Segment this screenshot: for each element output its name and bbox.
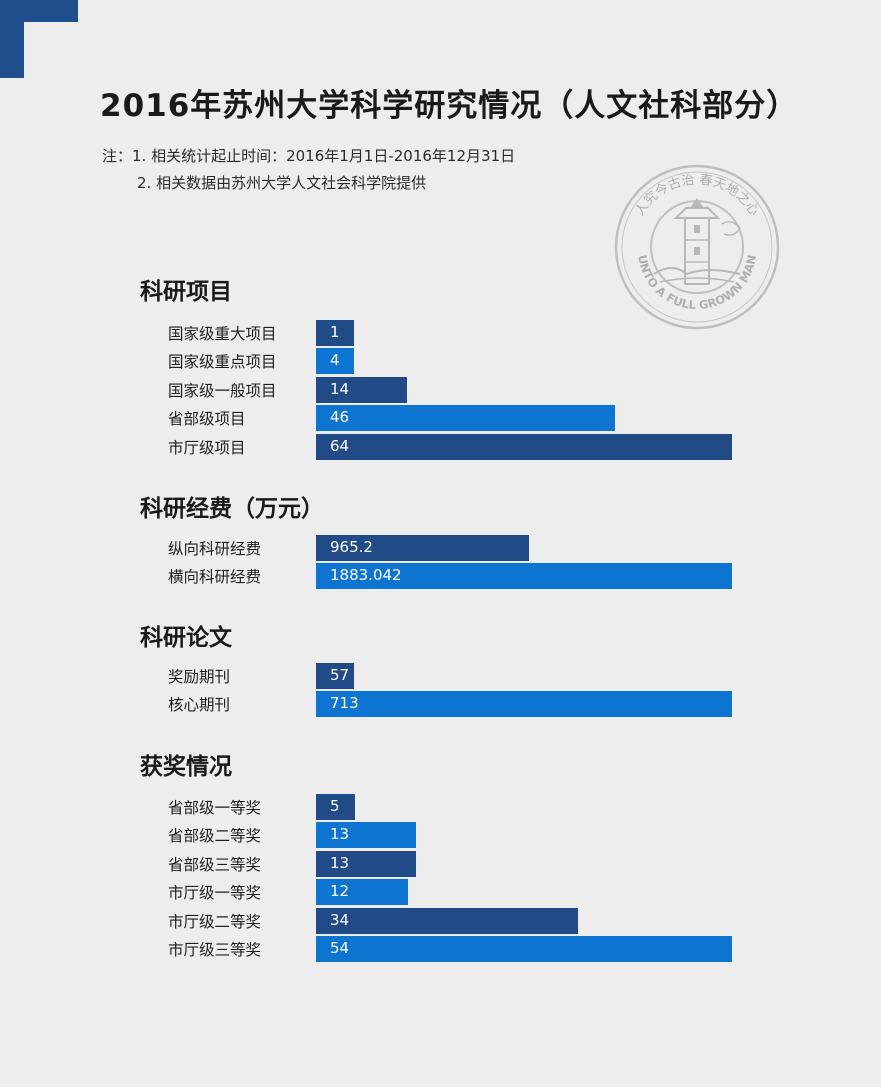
category-label: 核心期刊: [168, 696, 231, 715]
bar-value-label: 965.2: [330, 538, 373, 556]
bar-value-label: 4: [330, 351, 340, 370]
bar-value-label: 46: [330, 408, 350, 427]
bar: [316, 691, 732, 718]
bar-value-label: 64: [330, 436, 350, 455]
bar-value-label: 34: [330, 910, 350, 929]
bar: [316, 563, 732, 590]
bar-value-label: 13: [330, 825, 350, 844]
note-line-1: 注：1. 相关统计起止时间：2016年1月1日-2016年12月31日: [102, 147, 516, 165]
category-label: 国家级重点项目: [168, 353, 277, 372]
bar-row-provincial-first: 省部级一等奖 5: [0, 794, 881, 820]
section-title-projects: 科研项目: [140, 279, 232, 305]
category-label: 国家级重大项目: [168, 325, 277, 343]
category-label: 省部级一等奖: [168, 799, 262, 817]
bar: [316, 433, 732, 460]
section-title-funding: 科研经费（万元）: [140, 496, 324, 522]
category-label: 市厅级项目: [168, 438, 246, 457]
category-label: 省部级二等奖: [168, 827, 262, 846]
note-line-2: 2. 相关数据由苏州大学人文社会科学院提供: [137, 174, 427, 192]
category-label: 纵向科研经费: [168, 540, 262, 558]
category-label: 国家级一般项目: [168, 381, 277, 400]
category-label: 市厅级一等奖: [168, 884, 262, 903]
bar-row-vertical-funding: 纵向科研经费 965.2: [0, 535, 881, 561]
bar-row-award-journal: 奖励期刊 57: [0, 663, 881, 689]
bar: [316, 822, 417, 849]
bar: [316, 936, 732, 962]
bar-value-label: 54: [330, 939, 350, 957]
bar-row-municipal: 市厅级项目 64: [0, 433, 881, 460]
bar-value-label: 12: [330, 882, 350, 901]
bar: [316, 376, 407, 403]
bar-value-label: 1: [330, 323, 340, 341]
bar: [316, 850, 417, 877]
bar: [316, 794, 355, 820]
bar-value-label: 13: [330, 853, 350, 872]
bar: [316, 405, 615, 432]
category-label: 省部级项目: [168, 410, 246, 429]
bar-row-national-key: 国家级重点项目 4: [0, 348, 881, 375]
bar-row-provincial-third: 省部级三等奖 13: [0, 850, 881, 877]
corner-decoration: [0, 0, 78, 78]
bar-row-provincial: 省部级项目 46: [0, 405, 881, 432]
section-title-papers: 科研论文: [140, 625, 232, 651]
category-label: 省部级三等奖: [168, 855, 262, 874]
bar: [316, 320, 354, 346]
bar-row-municipal-third: 市厅级三等奖 54: [0, 936, 881, 962]
page-title: 2016年苏州大学科学研究情况（人文社科部分）: [100, 88, 799, 124]
category-label: 奖励期刊: [168, 668, 231, 686]
bar-row-national-general: 国家级一般项目 14: [0, 376, 881, 403]
bar-row-core-journal: 核心期刊 713: [0, 691, 881, 718]
bar: [316, 535, 530, 561]
bar-row-horizontal-funding: 横向科研经费 1883.042: [0, 563, 881, 590]
section-title-awards: 获奖情况: [140, 754, 232, 780]
bar-row-municipal-first: 市厅级一等奖 12: [0, 879, 881, 906]
bar: [316, 879, 409, 906]
category-label: 横向科研经费: [168, 568, 262, 587]
bar-value-label: 5: [330, 797, 340, 815]
bar-value-label: 713: [330, 694, 359, 713]
bar-row-provincial-second: 省部级二等奖 13: [0, 822, 881, 849]
bar-row-municipal-second: 市厅级二等奖 34: [0, 907, 881, 934]
bar-value-label: 1883.042: [330, 566, 402, 585]
category-label: 市厅级三等奖: [168, 941, 262, 959]
bar-value-label: 14: [330, 379, 350, 398]
university-seal-logo: 人究今古治 春天地之心 UNTO A FULL GROWN MAN: [614, 164, 780, 330]
bar: [316, 348, 354, 375]
category-label: 市厅级二等奖: [168, 912, 262, 931]
bar: [316, 663, 354, 689]
bar-row-national-major: 国家级重大项目 1: [0, 320, 881, 346]
bar-value-label: 57: [330, 666, 350, 684]
bar: [316, 907, 578, 934]
